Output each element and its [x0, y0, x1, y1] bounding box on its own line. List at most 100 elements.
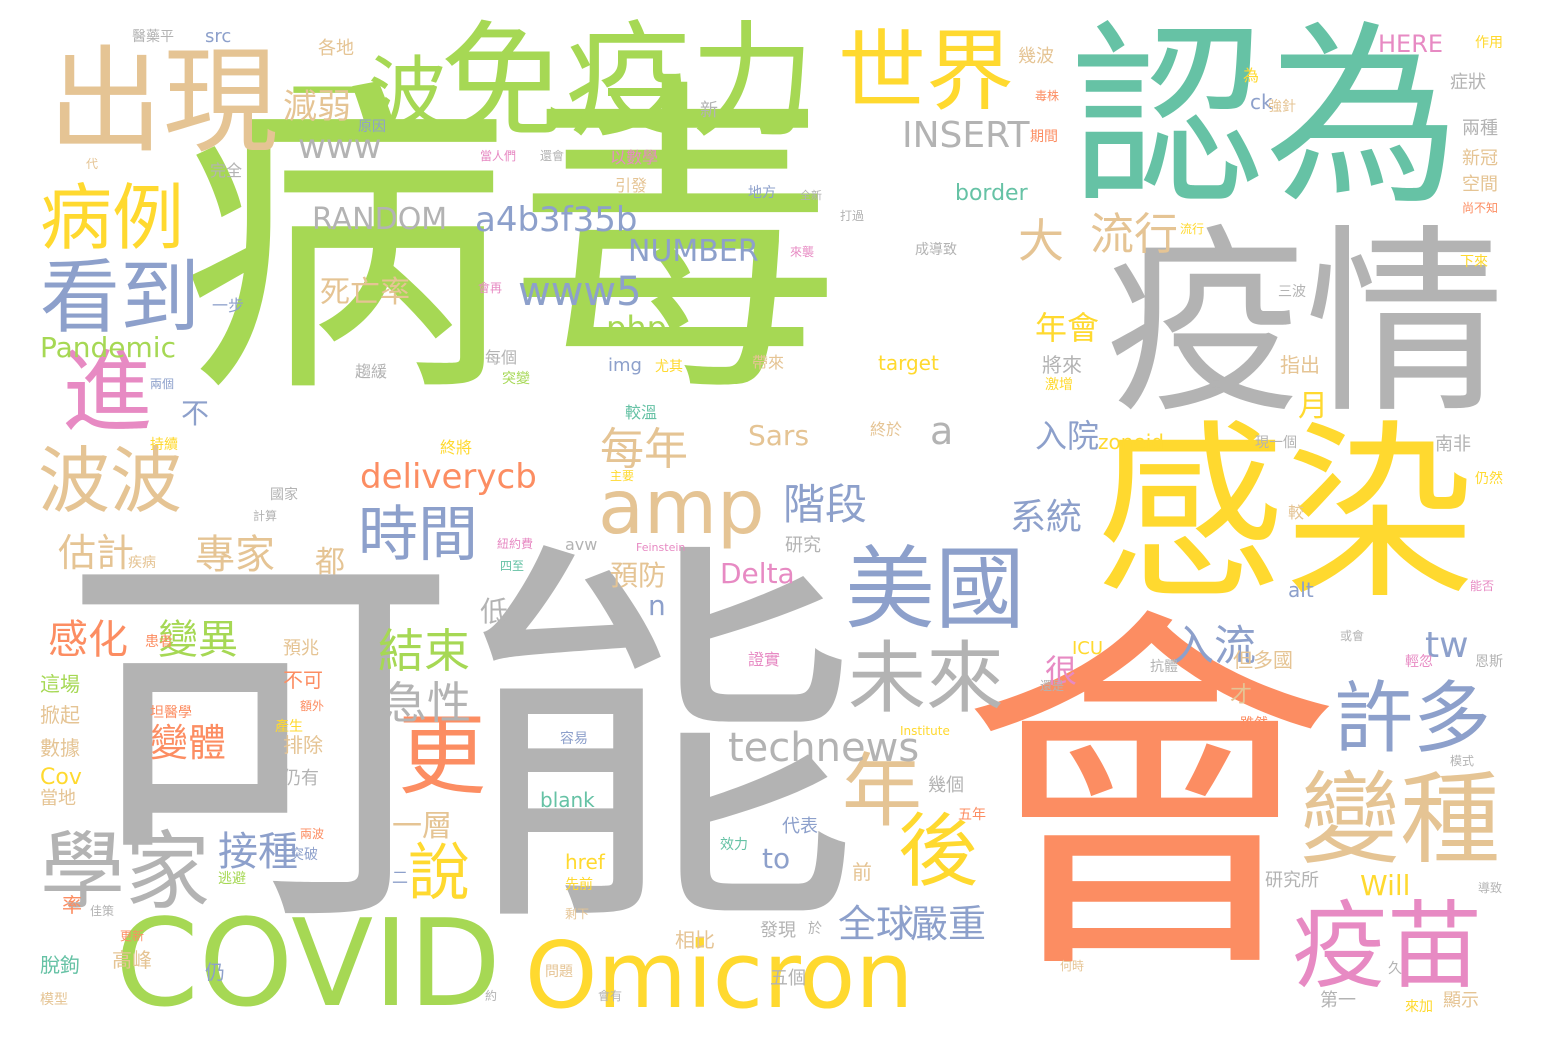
word-qinghu: 輕忽 [1405, 654, 1433, 670]
word-kandao: 看到 [40, 251, 200, 344]
word-dailai: 帶來 [752, 353, 785, 372]
word-icu: ICU [1072, 638, 1104, 659]
word-yue: 月 [1298, 389, 1328, 424]
word-zhongjiang: 終將 [440, 438, 473, 457]
word-reng-you: 仍有 [283, 768, 319, 789]
word-dangrenmen: 當人們 [480, 149, 517, 163]
word-a4b3f35b: a4b3f35b [475, 200, 638, 240]
word-jibing: 疾病 [128, 555, 156, 571]
word-faxian: 發現 [760, 920, 796, 941]
word-zhengzhuang: 症狀 [1450, 72, 1486, 93]
word-huizai: 會再 [478, 281, 503, 295]
word-omicron: Omicron [525, 922, 914, 1029]
word-xuejia: 學家 [40, 823, 211, 922]
word-wanquan: 完全 [210, 161, 243, 180]
word-yuzhao: 預兆 [283, 638, 319, 659]
word-ensi: 恩斯 [1475, 654, 1503, 670]
word-yinfa: 引發 [615, 176, 648, 195]
word-cov: Cov [40, 765, 82, 790]
word-yufang: 預防 [610, 559, 667, 592]
word-chansheng: 產生 [275, 719, 303, 735]
word-yanjiusuo: 研究所 [1265, 870, 1319, 891]
word-chengdaozhi: 成導致 [915, 242, 957, 258]
word-xuduo: 許多 [1335, 674, 1492, 764]
word-reng: 仍 [205, 960, 225, 984]
word-shijian: 時間 [358, 500, 478, 570]
word-laixi: 來襲 [790, 245, 815, 259]
word-border: border [955, 181, 1028, 206]
word-jibo: 幾波 [1018, 46, 1054, 67]
word-hui: 會 [960, 578, 1340, 1021]
word-wenti: 問題 [545, 964, 573, 980]
word-tupo: 突破 [290, 847, 318, 863]
word-zhichu: 指出 [1280, 353, 1320, 377]
word-quanxin: 全新 [800, 189, 822, 202]
word-bingdu: 病毒 [180, 53, 840, 437]
word-zhechang: 這場 [40, 672, 80, 696]
word-duzhu: 毒株 [1035, 89, 1060, 103]
word-jiao: 較 [1288, 503, 1305, 522]
word-qian: 前 [852, 860, 872, 884]
word-pandemic: Pandemic [40, 331, 176, 364]
word-ck: ck [1250, 90, 1273, 114]
word-yibo: 一波 [290, 49, 447, 139]
word-target: target [878, 351, 939, 375]
word-jiezhong: 接種 [218, 829, 298, 875]
word-guojia: 國家 [270, 487, 298, 503]
word-sanbo: 三波 [1278, 284, 1306, 300]
word-jin: 進 [62, 340, 152, 445]
word-cheng: 呈 [1210, 379, 1223, 393]
word-jisuan: 計算 [253, 509, 278, 523]
word-cai: 才 [1230, 683, 1253, 708]
word-bianyi: 變異 [158, 617, 238, 663]
word-jige: 幾個 [928, 775, 964, 796]
word-n: n [648, 589, 666, 622]
word-qiangzhen: 強針 [1268, 99, 1296, 115]
word-meinian: 每年 [600, 424, 688, 475]
word-wuge: 五個 [770, 968, 806, 989]
word-quanqiu: 全球 [838, 902, 915, 946]
word-huiyou: 會有 [598, 989, 623, 1003]
word-yuanyin: 原因 [358, 119, 386, 135]
word-mianyili: 免疫力 [440, 10, 815, 155]
word-www: www [298, 127, 382, 167]
word-huanzhe: 患者 [145, 634, 173, 650]
word-rongyi: 容易 [560, 731, 588, 747]
word-ganran: 感染 [1095, 404, 1476, 625]
word-yiceng: 一層 [392, 809, 452, 844]
word-jiace: 佳策 [90, 904, 115, 918]
word-youqi: 尤其 [655, 359, 683, 375]
word-jieshu: 結束 [378, 624, 470, 678]
word-yue-approx: 約 [485, 989, 498, 1003]
word-blank: blank [540, 788, 595, 812]
word-zhuyao: 主要 [610, 469, 635, 483]
word-heshi: 何時 [1060, 959, 1085, 973]
word-zhengshi: 證實 [748, 650, 781, 669]
word-jianglai: 將來 [1042, 353, 1082, 377]
word-liuxing-small: 流行 [1180, 222, 1205, 236]
word-zuoyong: 作用 [1475, 35, 1503, 51]
word-gaofeng: 高峰 [112, 948, 152, 972]
word-amp: amp [598, 463, 765, 551]
word-xinguan: 新冠 [1462, 148, 1498, 169]
word-chixu: 持續 [150, 437, 178, 453]
word-haishi: 還是 [1040, 679, 1065, 693]
word-avw: avw [565, 535, 598, 554]
word-difang: 地方 [748, 185, 776, 201]
word-danduoguo: 但多國 [1233, 648, 1293, 672]
word-nianhui: 年會 [1035, 309, 1100, 347]
word-haihui: 還會 [540, 149, 565, 163]
word-jiu: 久 [1388, 961, 1402, 977]
word-tw: tw [1425, 625, 1469, 666]
word-shuo: 說 [408, 836, 471, 909]
word-liangzhong: 兩種 [1462, 118, 1498, 139]
word-jizeng: 激增 [1045, 377, 1073, 393]
word-hou: 後 [898, 805, 978, 898]
word-yimiao: 疫苗 [1292, 892, 1483, 1002]
word-sizhi: 四至 [500, 559, 525, 573]
word-alt: alt [1288, 578, 1314, 602]
word-niuyuefei: 紐約費 [497, 537, 534, 551]
word-qijian: 期間 [1030, 129, 1058, 145]
word-zhongyu: 終於 [870, 420, 903, 439]
word-nengfou: 能否 [1470, 579, 1495, 593]
